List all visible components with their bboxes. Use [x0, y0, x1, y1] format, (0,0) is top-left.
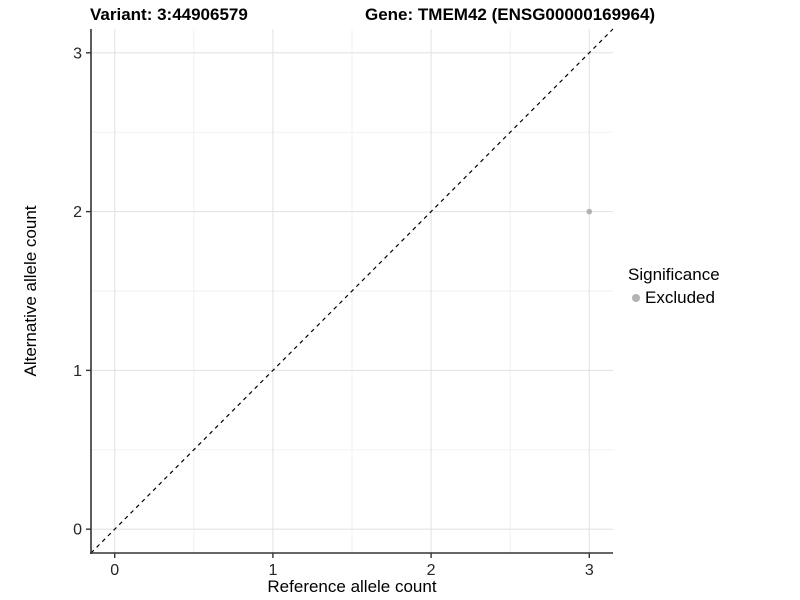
y-axis-title: Alternative allele count [21, 205, 40, 377]
x-tick-label: 1 [268, 562, 277, 579]
x-tick-label: 3 [585, 562, 594, 579]
y-tick-label: 1 [73, 363, 82, 380]
legend-point-icon [632, 294, 640, 302]
y-tick-label: 2 [73, 204, 82, 221]
identity-dashed-line [90, 28, 614, 554]
data-point [586, 208, 593, 215]
x-tick-label: 0 [110, 562, 119, 579]
gene-title: Gene: TMEM42 (ENSG00000169964) [365, 5, 656, 24]
y-tick-label: 3 [73, 45, 82, 62]
legend-title: Significance [628, 265, 720, 284]
legend-entry-label: Excluded [645, 288, 715, 307]
x-axis-title: Reference allele count [267, 577, 437, 596]
variant-title: Variant: 3:44906579 [90, 5, 248, 24]
x-tick-label: 2 [427, 562, 436, 579]
legend: Significance Excluded [628, 265, 720, 308]
legend-entries: Excluded [628, 288, 720, 308]
y-tick-label: 0 [73, 522, 82, 539]
legend-entry: Excluded [628, 288, 720, 308]
